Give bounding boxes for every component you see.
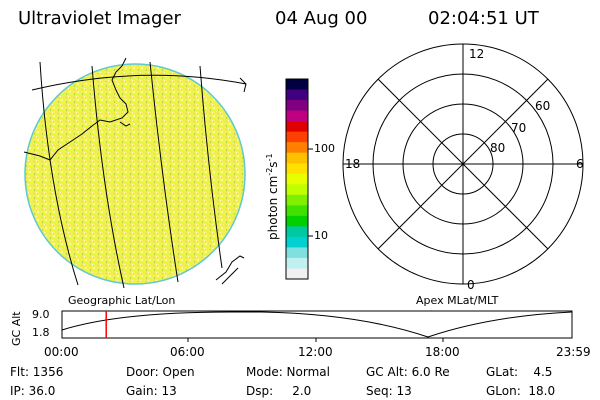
ip-value: IP: 36.0: [10, 384, 55, 398]
colorbar-strip: [286, 100, 308, 112]
geo-latitude: GLat: 4.5: [486, 365, 552, 379]
colorbar-strip: [286, 131, 308, 143]
colorbar-strip: [286, 205, 308, 217]
instrument-title: Ultraviolet Imager: [18, 8, 182, 29]
colorbar-strip: [286, 226, 308, 238]
colorbar-strip: [286, 79, 308, 91]
flight-number: Flt: 1356: [10, 365, 63, 379]
altitude-y-tick-min: 1.8: [32, 326, 50, 339]
sequence-number: Seq: 13: [366, 384, 412, 398]
colorbar-strip: [286, 236, 308, 249]
lat-label-60: 60: [535, 99, 550, 113]
mlt-label-18: 18: [345, 157, 360, 171]
mlt-label-12: 12: [469, 47, 484, 61]
door-status: Door: Open: [126, 365, 195, 379]
gc-altitude: GC Alt: 6.0 Re: [366, 365, 450, 379]
colorbar-strip: [286, 110, 308, 122]
colorbar-strip: [286, 121, 308, 133]
colorbar-strip: [286, 215, 308, 227]
colorbar-tick-10: 10: [314, 229, 328, 242]
geo-longitude: GLon: 18.0: [486, 384, 555, 398]
altitude-x-tick-0000: 00:00: [44, 345, 79, 359]
gain-value: Gain: 13: [126, 384, 177, 398]
lat-label-80: 80: [490, 141, 505, 155]
altitude-y-label: GC Alt: [10, 311, 23, 346]
altitude-x-tick-2359: 23:59: [556, 345, 591, 359]
coastline: [23, 57, 247, 285]
colorbar-strip: [286, 173, 308, 185]
colorbar-strip: [286, 268, 308, 280]
altitude-x-tick-1800: 18:00: [425, 345, 460, 359]
colorbar-strip: [286, 89, 308, 101]
colorbar-tick-100: 100: [314, 142, 335, 155]
mode-status: Mode: Normal: [246, 365, 330, 379]
altitude-y-tick-max: 9.0: [32, 308, 50, 321]
meridian-lines: [31, 61, 247, 289]
colorbar-unit-label: photon cm-2s-1: [265, 153, 280, 240]
colorbar-strips: [286, 79, 308, 280]
dsp-value: Dsp: 2.0: [246, 384, 311, 398]
earth-map-label: Geographic Lat/Lon: [68, 294, 175, 307]
earth-image: [23, 57, 247, 289]
footer-info: Flt: 1356 Door: Open Mode: Normal GC Alt…: [10, 365, 555, 398]
time-label: 02:04:51 UT: [428, 8, 540, 29]
colorbar-strip: [286, 247, 308, 259]
colorbar-strip: [286, 257, 308, 270]
altitude-curve: [61, 311, 573, 338]
colorbar-strip: [286, 142, 308, 154]
colorbar-strip: [286, 184, 308, 196]
altitude-x-tick-0600: 06:00: [170, 345, 205, 359]
colorbar: 100 10 photon cm-2s-1: [265, 78, 335, 280]
polar-plot: [342, 43, 584, 285]
colorbar-strip: [286, 152, 308, 164]
altitude-plot: [61, 310, 573, 342]
mlt-label-0: 0: [467, 278, 475, 292]
date-label: 04 Aug 00: [275, 8, 367, 29]
colorbar-strip: [286, 194, 308, 206]
colorbar-strip: [286, 163, 308, 175]
lat-label-70: 70: [511, 121, 526, 135]
altitude-x-tick-1200: 12:00: [298, 345, 333, 359]
polar-plot-label: Apex MLat/MLT: [416, 294, 499, 307]
mlt-label-6: 6: [576, 157, 584, 171]
